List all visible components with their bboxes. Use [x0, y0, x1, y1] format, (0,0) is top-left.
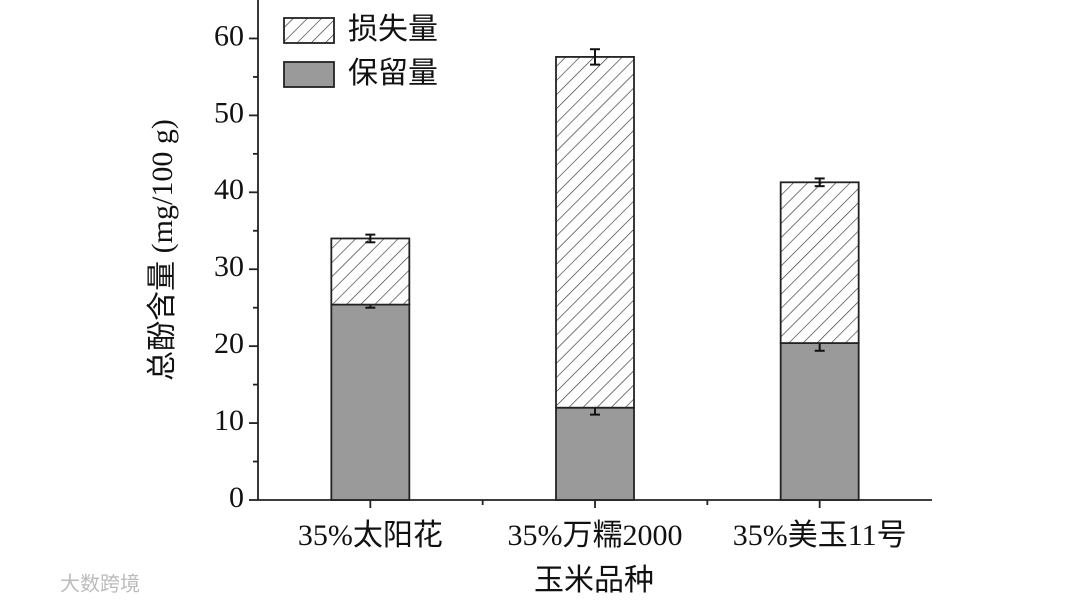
error-bar [590, 48, 600, 66]
bar-segment [555, 406, 635, 501]
bar-segment [779, 181, 860, 344]
bar-segment [330, 237, 411, 306]
legend-swatch [283, 17, 335, 44]
x-tick-label: 35%万糯2000 [508, 519, 683, 552]
y-tick-label: 10 [214, 404, 244, 437]
y-tick-label: 30 [214, 250, 244, 283]
bar-segment [555, 56, 635, 409]
x-tick-label: 35%太阳花 [298, 519, 443, 552]
y-tick-label: 20 [214, 327, 244, 360]
y-tick-label: 40 [214, 173, 244, 206]
error-bar [814, 177, 825, 188]
legend-label: 保留量 [348, 57, 438, 90]
legend-label: 损失量 [348, 13, 438, 46]
x-axis-label: 玉米品种 [534, 564, 654, 597]
y-tick-label: 50 [214, 96, 244, 129]
bar-segment [779, 342, 860, 501]
error-bar [365, 233, 376, 244]
x-tick-label: 35%美玉11号 [733, 519, 907, 552]
bar-segment [330, 303, 411, 501]
y-tick-label: 0 [229, 481, 244, 514]
y-axis-label: 总酚含量 (mg/100 g) [146, 119, 179, 381]
y-tick-label: 60 [214, 19, 244, 52]
watermark: 大数跨境 [60, 572, 140, 596]
legend-swatch [283, 61, 335, 88]
